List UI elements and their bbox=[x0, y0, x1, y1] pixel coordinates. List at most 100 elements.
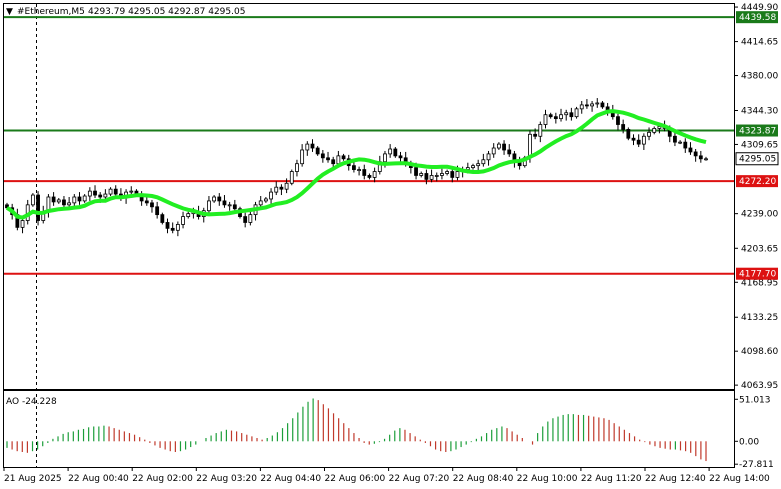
price-tick-label: 4133.25 bbox=[741, 313, 778, 323]
candle-body bbox=[289, 171, 294, 184]
candle-body bbox=[600, 102, 605, 108]
candle-body bbox=[698, 155, 703, 160]
candle-body bbox=[336, 155, 341, 165]
ao-axis: 51.013 0.00 -27.811 bbox=[734, 395, 774, 470]
candle-body bbox=[36, 194, 40, 221]
candle-body bbox=[564, 112, 569, 116]
candle-body bbox=[533, 133, 538, 137]
candle-body bbox=[108, 188, 113, 195]
candle-body bbox=[62, 199, 66, 206]
candle-body bbox=[150, 202, 154, 208]
ao-tick-label: 0.00 bbox=[739, 437, 759, 447]
candle-body bbox=[398, 155, 403, 159]
price-tick-label: 4449.90 bbox=[741, 3, 778, 13]
candle-body bbox=[212, 196, 217, 202]
current-price-label: 4295.05 bbox=[739, 155, 776, 165]
time-tick-label: 22 Aug 03:20 bbox=[196, 474, 257, 484]
candle-body bbox=[144, 200, 149, 204]
candle-body bbox=[279, 186, 284, 190]
ao-tick-label: -27.811 bbox=[739, 460, 774, 470]
candle-body bbox=[621, 124, 626, 130]
horizontal-levels bbox=[4, 16, 734, 275]
level-tag bbox=[736, 267, 778, 280]
candle-body bbox=[693, 151, 698, 157]
candle-body bbox=[636, 139, 641, 145]
price-tick-label: 4414.65 bbox=[741, 38, 778, 48]
candle-body bbox=[678, 141, 683, 144]
candle-body bbox=[496, 143, 501, 149]
candle-body bbox=[67, 202, 72, 206]
candle-body bbox=[357, 169, 361, 171]
level-tag-label: 4439.58 bbox=[739, 13, 776, 23]
level-tag bbox=[736, 124, 778, 137]
candle-body bbox=[217, 196, 222, 202]
candle-body bbox=[471, 165, 475, 169]
level-tag-label: 4177.70 bbox=[739, 270, 776, 280]
candle-body bbox=[258, 200, 263, 206]
candle-body bbox=[222, 200, 227, 206]
candle-body bbox=[269, 191, 273, 200]
candle-body bbox=[87, 190, 92, 197]
candle-body bbox=[72, 196, 77, 204]
time-tick-label: 22 Aug 07:20 bbox=[389, 474, 450, 484]
candle-body bbox=[175, 224, 180, 231]
level-tag bbox=[736, 175, 778, 188]
candle-body bbox=[248, 214, 253, 223]
price-tick-label: 4239.00 bbox=[741, 210, 778, 220]
candle-body bbox=[626, 129, 631, 139]
candle-body bbox=[367, 175, 372, 178]
candle-body bbox=[181, 216, 185, 225]
candle-body bbox=[683, 141, 688, 149]
candle-body bbox=[170, 227, 175, 231]
price-tick-label: 4380.00 bbox=[741, 72, 778, 82]
candle-body bbox=[93, 190, 97, 196]
price-tick-label: 4203.65 bbox=[741, 244, 778, 254]
candle-body bbox=[548, 114, 553, 118]
candle-body bbox=[372, 171, 377, 178]
candle-body bbox=[383, 153, 387, 163]
time-tick-label: 21 Aug 2025 bbox=[4, 474, 62, 484]
candle-body bbox=[641, 135, 646, 145]
candle-body bbox=[77, 196, 82, 202]
time-tick-label: 22 Aug 14:00 bbox=[709, 474, 770, 484]
level-tag-label: 4272.20 bbox=[739, 177, 776, 187]
candle-body bbox=[673, 135, 677, 143]
candle-body bbox=[647, 131, 651, 137]
candle-body bbox=[326, 157, 330, 161]
candle-body bbox=[232, 204, 237, 210]
candle-body bbox=[424, 173, 429, 180]
candle-body bbox=[450, 171, 455, 178]
time-tick-label: 22 Aug 12:40 bbox=[645, 474, 706, 484]
candle-body bbox=[652, 128, 657, 133]
candle-body bbox=[434, 175, 439, 177]
price-tick-label: 4309.65 bbox=[741, 140, 778, 150]
candle-body bbox=[155, 206, 160, 216]
candle-body bbox=[30, 194, 35, 206]
time-tick-label: 22 Aug 11:20 bbox=[581, 474, 642, 484]
candle-body bbox=[631, 137, 636, 141]
price-tick-label: 4168.95 bbox=[741, 278, 778, 288]
candle-body bbox=[227, 204, 232, 207]
header-ohlc: 4293.79 4295.05 4292.87 4295.05 bbox=[88, 7, 245, 17]
time-axis: 21 Aug 2025 22 Aug 00:40 22 Aug 02:00 22 Au… bbox=[3, 467, 770, 484]
candle-body bbox=[502, 143, 506, 151]
candle-body bbox=[295, 163, 299, 172]
candle-body bbox=[56, 199, 61, 203]
candle-body bbox=[305, 143, 310, 151]
candle-body bbox=[414, 167, 418, 176]
moving-average-line bbox=[5, 109, 707, 220]
candle-body bbox=[616, 116, 620, 125]
candle-body bbox=[486, 153, 491, 161]
candle-body bbox=[419, 173, 424, 176]
candle-body bbox=[98, 194, 103, 198]
candle-body bbox=[207, 200, 211, 212]
candle-body bbox=[481, 159, 486, 165]
candle-body bbox=[284, 182, 289, 190]
candle-body bbox=[688, 147, 693, 153]
price-tick-label: 4344.30 bbox=[741, 107, 778, 117]
candle-body bbox=[129, 190, 134, 193]
candle-body bbox=[274, 186, 279, 193]
candle-body bbox=[352, 165, 356, 170]
time-tick-label: 22 Aug 06:00 bbox=[325, 474, 386, 484]
